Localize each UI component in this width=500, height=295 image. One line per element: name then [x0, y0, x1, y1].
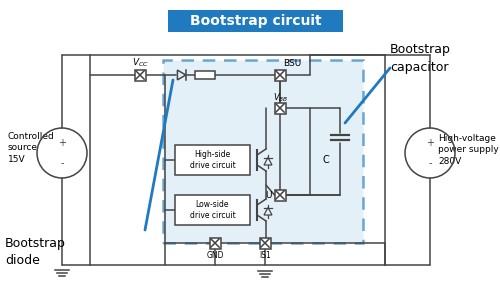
- Text: $V_{CC}$: $V_{CC}$: [132, 57, 148, 69]
- Text: BSU: BSU: [283, 58, 301, 68]
- Bar: [274, 70, 285, 81]
- Text: C: C: [322, 155, 330, 165]
- Bar: [175, 145, 250, 175]
- Bar: [134, 70, 145, 81]
- Text: Bootstrap
capacitor: Bootstrap capacitor: [390, 42, 451, 73]
- Text: Bootstrap circuit: Bootstrap circuit: [190, 14, 322, 28]
- Text: Low-side
drive circuit: Low-side drive circuit: [190, 200, 236, 220]
- Text: $V_{BB}$: $V_{BB}$: [274, 92, 288, 104]
- Bar: [274, 102, 285, 114]
- Bar: [175, 195, 250, 225]
- Bar: [260, 237, 270, 248]
- Text: GND: GND: [206, 250, 224, 260]
- Text: -: -: [428, 158, 432, 168]
- Bar: [274, 189, 285, 201]
- Text: High-side
drive circuit: High-side drive circuit: [190, 150, 236, 170]
- Bar: [210, 237, 220, 248]
- Bar: [168, 10, 343, 32]
- Text: IS1: IS1: [259, 250, 271, 260]
- Text: Controlled
source
15V: Controlled source 15V: [8, 132, 55, 164]
- Bar: [195, 71, 215, 79]
- FancyBboxPatch shape: [163, 60, 363, 243]
- Text: +: +: [58, 138, 66, 148]
- Text: -: -: [60, 158, 64, 168]
- Text: U: U: [265, 191, 271, 199]
- Text: High-voltage
power supply
280V: High-voltage power supply 280V: [438, 134, 499, 166]
- Text: +: +: [426, 138, 434, 148]
- Text: Bootstrap
diode: Bootstrap diode: [5, 237, 66, 268]
